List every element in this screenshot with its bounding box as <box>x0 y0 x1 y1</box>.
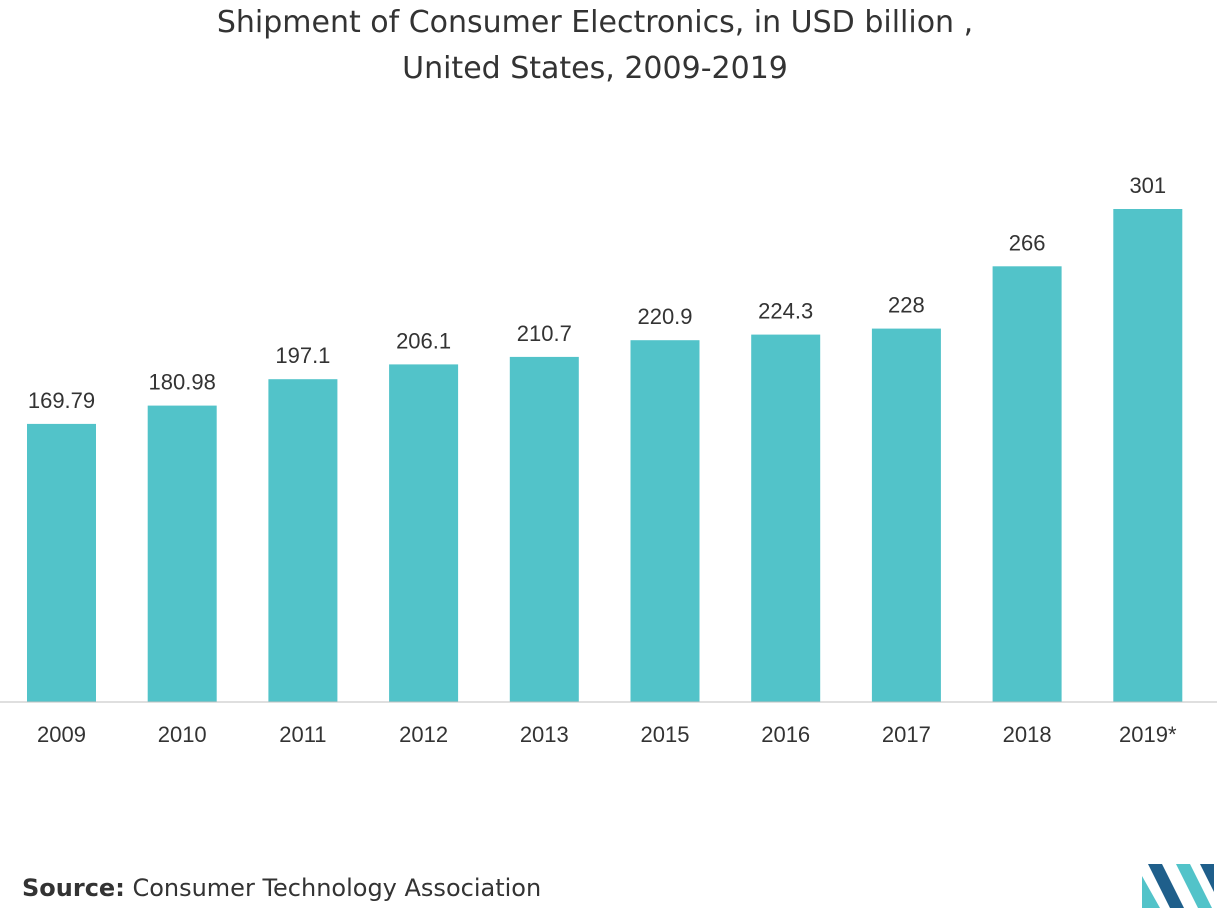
bar-2017 <box>871 328 941 702</box>
x-tick-label-2018: 2018 <box>1003 722 1052 747</box>
bar-2010 <box>147 405 217 702</box>
data-label-2013: 210.7 <box>517 321 572 346</box>
x-tick-label-2010: 2010 <box>158 722 207 747</box>
x-tick-label-2019*: 2019* <box>1119 722 1177 747</box>
chart-title: Shipment of Consumer Electronics, in USD… <box>0 0 1190 92</box>
data-label-2017: 228 <box>888 293 925 318</box>
value-label-group: 169.79 180.98 197.1 206.1 210.7 220.9 224.3 228… <box>28 173 1166 413</box>
bar-2018 <box>992 266 1062 702</box>
data-label-2009: 169.79 <box>28 388 95 413</box>
x-tick-label-2009: 2009 <box>37 722 86 747</box>
x-tick-label-2011: 2011 <box>279 722 326 747</box>
data-label-2016: 224.3 <box>758 299 813 324</box>
x-tick-label-group: 2009 2010 2011 2012 2013 2015 2016 2017 2018 2019… <box>37 722 1177 747</box>
x-tick-label-2012: 2012 <box>399 722 448 747</box>
data-label-2019*: 301 <box>1129 173 1166 198</box>
bar-2015 <box>630 340 700 702</box>
chart-title-line-2: United States, 2009-2019 <box>402 51 788 86</box>
bar-2009 <box>27 423 96 702</box>
x-tick-label-2015: 2015 <box>641 722 690 747</box>
data-label-2018: 266 <box>1009 230 1046 255</box>
bar-2012 <box>389 364 459 702</box>
mordor-intelligence-logo-icon <box>1142 864 1214 908</box>
bar-2013 <box>509 356 579 702</box>
logo-right-post <box>1200 864 1214 892</box>
data-label-2011: 197.1 <box>275 343 330 368</box>
bar-2016 <box>751 334 821 702</box>
data-label-2010: 180.98 <box>149 370 216 395</box>
source-text: Consumer Technology Association <box>132 874 542 902</box>
x-tick-label-2017: 2017 <box>882 722 931 747</box>
bar-chart: 169.79 180.98 197.1 206.1 210.7 220.9 224.3 228… <box>0 173 1217 747</box>
chart-title-line-1: Shipment of Consumer Electronics, in USD… <box>216 5 974 40</box>
x-tick-label-2016: 2016 <box>761 722 810 747</box>
logo-right-stroke <box>1176 864 1212 908</box>
bar-2019* <box>1113 209 1183 702</box>
x-tick-label-2013: 2013 <box>520 722 569 747</box>
logo-left-stroke <box>1142 876 1160 908</box>
data-label-2015: 220.9 <box>637 304 692 329</box>
source-note: Source: Consumer Technology Association <box>22 874 541 902</box>
bar-group <box>27 209 1183 702</box>
bar-2011 <box>268 379 338 702</box>
data-label-2012: 206.1 <box>396 328 451 353</box>
source-label: Source: <box>22 874 125 902</box>
logo-middle-stroke <box>1148 864 1184 908</box>
